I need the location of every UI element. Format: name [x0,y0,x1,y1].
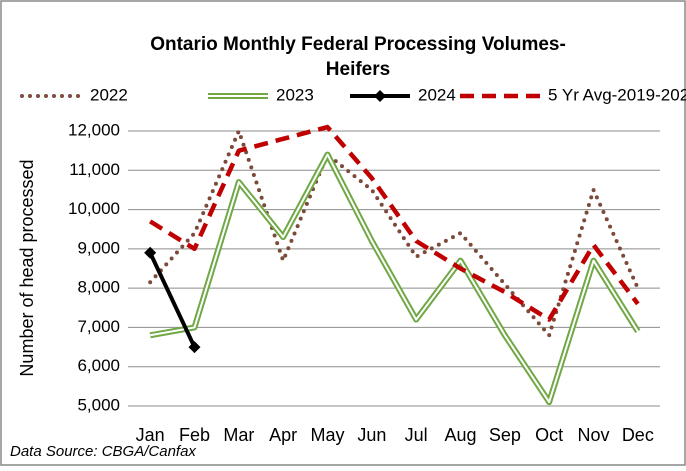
chart-title: Ontario Monthly Federal Processing Volum… [150,34,566,55]
y-tick-label: 8,000 [77,278,120,297]
y-tick-label: 7,000 [77,317,120,336]
x-tick-label: Dec [622,425,654,445]
x-tick-label: Oct [535,425,563,445]
marker [188,341,201,354]
legend-label: 2022 [90,85,128,104]
x-tick-label: Feb [179,425,210,445]
x-tick-label: Mar [223,425,254,445]
x-tick-label: Jul [405,425,428,445]
x-tick-label: Jun [357,425,386,445]
chart-subtitle: Heifers [326,59,390,80]
x-tick-label: Jan [136,425,165,445]
y-tick-label: 12,000 [68,120,120,139]
x-tick-label: Nov [577,425,609,445]
y-tick-label: 10,000 [68,199,120,218]
x-tick-label: Aug [444,425,476,445]
series-line [149,153,639,404]
x-tick-label: May [310,425,344,445]
y-axis-label: Number of head processed [17,159,37,376]
legend-label: 2023 [276,85,314,104]
y-tick-label: 9,000 [77,238,120,257]
marker [144,246,157,259]
y-tick-label: 5,000 [77,395,120,414]
y-tick-label: 11,000 [69,160,120,179]
x-tick-label: Apr [269,425,297,445]
series-line [148,251,197,348]
y-tick-label: 6,000 [77,356,120,375]
series-line [148,124,640,322]
source: Data Source: CBGA/Canfax [10,443,196,460]
marker [374,90,386,102]
x-tick-label: Sep [489,425,521,445]
legend-label: 2024 [418,85,456,104]
legend-label: 5 Yr Avg-2019-2023 [548,85,686,104]
